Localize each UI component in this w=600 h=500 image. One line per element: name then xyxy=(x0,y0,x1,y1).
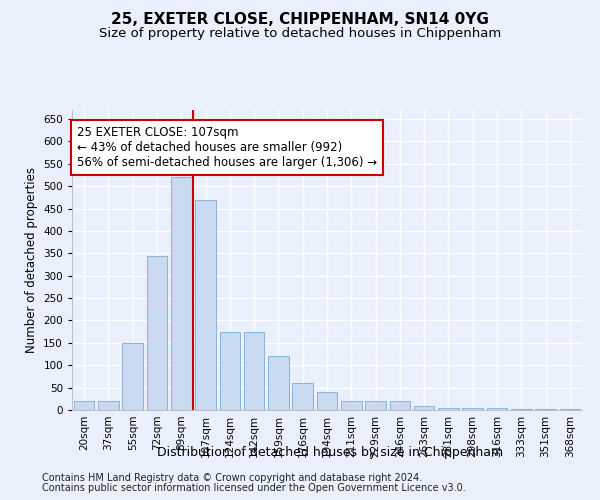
Bar xyxy=(511,409,532,410)
Bar xyxy=(268,356,289,410)
Bar xyxy=(146,256,167,410)
Text: Distribution of detached houses by size in Chippenham: Distribution of detached houses by size … xyxy=(157,446,503,459)
Bar xyxy=(389,401,410,410)
Text: Contains HM Land Registry data © Crown copyright and database right 2024.: Contains HM Land Registry data © Crown c… xyxy=(42,473,422,483)
Bar xyxy=(487,408,508,410)
Bar xyxy=(414,406,434,410)
Bar xyxy=(195,200,216,410)
Bar xyxy=(341,401,362,410)
Text: Size of property relative to detached houses in Chippenham: Size of property relative to detached ho… xyxy=(99,28,501,40)
Bar xyxy=(122,343,143,410)
Text: 25, EXETER CLOSE, CHIPPENHAM, SN14 0YG: 25, EXETER CLOSE, CHIPPENHAM, SN14 0YG xyxy=(111,12,489,28)
Bar xyxy=(438,408,459,410)
Text: Contains public sector information licensed under the Open Government Licence v3: Contains public sector information licen… xyxy=(42,483,466,493)
Bar xyxy=(244,332,265,410)
Bar xyxy=(98,401,119,410)
Bar xyxy=(292,383,313,410)
Bar xyxy=(535,409,556,410)
Bar xyxy=(317,392,337,410)
Bar xyxy=(171,177,191,410)
Y-axis label: Number of detached properties: Number of detached properties xyxy=(25,167,38,353)
Bar xyxy=(220,332,240,410)
Bar xyxy=(74,401,94,410)
Bar xyxy=(463,408,483,410)
Text: 25 EXETER CLOSE: 107sqm
← 43% of detached houses are smaller (992)
56% of semi-d: 25 EXETER CLOSE: 107sqm ← 43% of detache… xyxy=(77,126,377,168)
Bar xyxy=(560,409,580,410)
Bar xyxy=(365,401,386,410)
